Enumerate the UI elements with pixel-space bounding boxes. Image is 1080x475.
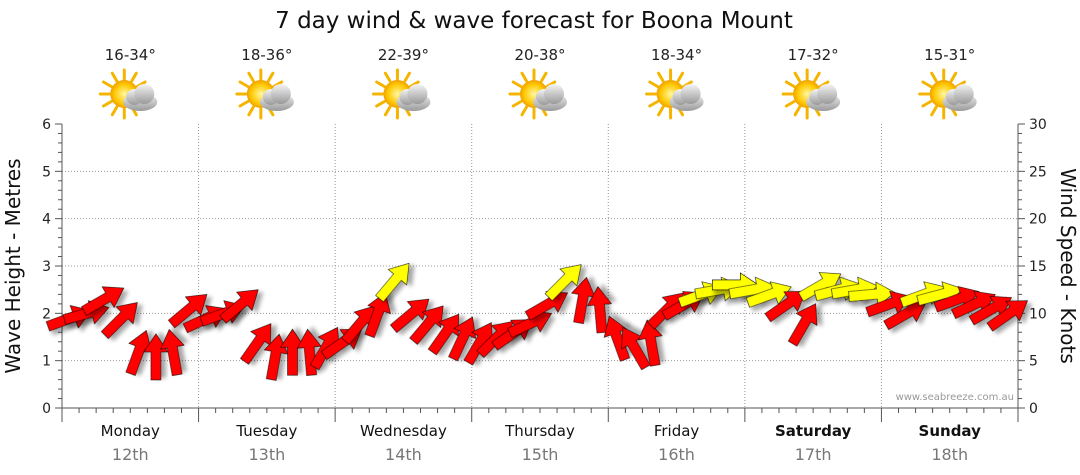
grid-lines <box>62 124 1018 408</box>
left-tick-label: 4 <box>42 212 51 228</box>
chart-title: 7 day wind & wave forecast for Boona Mou… <box>275 8 793 34</box>
day-date-label: 16th <box>658 445 695 464</box>
day-date-label: 13th <box>248 445 285 464</box>
wind-arrow <box>570 276 596 324</box>
wind-arrow <box>159 329 185 377</box>
right-axis-title: Wind Speed - Knots <box>1056 168 1080 364</box>
left-tick-label: 0 <box>42 401 51 417</box>
wind-arrow <box>745 281 792 308</box>
right-tick-label: 30 <box>1029 117 1047 133</box>
left-tick-label: 2 <box>42 306 51 322</box>
temperature-row: 16-34° 18-36° 22-39° 20-38° 18-34° 17-32° 15-3… <box>105 46 976 64</box>
wind-arrow <box>100 302 138 340</box>
day-name-label: Friday <box>654 422 700 440</box>
temperature-label: 18-34° <box>651 46 702 64</box>
wind-arrow <box>279 328 306 376</box>
wind-arrow <box>240 323 272 365</box>
day-labels: Monday 12th Tuesday 13th Wednesday 14th Thursd… <box>101 422 981 464</box>
axes <box>55 123 1025 422</box>
weather-icon-row <box>98 68 977 120</box>
temperature-label: 22-39° <box>378 46 429 64</box>
wind-arrow <box>448 316 477 362</box>
day-date-label: 17th <box>795 445 832 464</box>
wind-arrow <box>798 272 842 302</box>
wind-arrow <box>389 298 430 333</box>
wind-arrow <box>81 286 125 316</box>
temperature-label: 18-36° <box>241 46 292 64</box>
partly-cloudy-sun-icon <box>371 68 431 120</box>
day-name-label: Tuesday <box>235 422 297 440</box>
day-name-label: Sunday <box>919 422 982 440</box>
wind-arrow <box>409 305 444 345</box>
left-tick-label: 3 <box>42 259 51 275</box>
day-name-label: Wednesday <box>360 422 447 440</box>
day-date-label: 18th <box>931 445 968 464</box>
day-date-label: 14th <box>385 445 422 464</box>
left-tick-label: 6 <box>42 117 51 133</box>
credit-text: www.seabreeze.com.au <box>896 392 1014 403</box>
wind-arrow-series <box>45 262 1028 381</box>
temperature-label: 20-38° <box>514 46 565 64</box>
wind-arrow <box>427 313 460 356</box>
right-tick-label: 25 <box>1029 164 1047 180</box>
left-axis-title: Wave Height - Metres <box>1 158 25 373</box>
wind-arrow <box>968 295 1012 326</box>
left-axis-ticks: 0 1 2 3 4 5 6 <box>42 117 51 417</box>
wind-arrow <box>986 300 1028 332</box>
right-axis-ticks: 0 5 10 15 20 25 30 <box>1029 117 1047 417</box>
day-name-label: Monday <box>101 422 160 440</box>
right-tick-label: 5 <box>1029 354 1038 370</box>
day-name-label: Saturday <box>775 422 852 440</box>
partly-cloudy-sun-icon <box>508 68 567 120</box>
partly-cloudy-sun-icon <box>918 68 977 120</box>
left-tick-label: 5 <box>42 164 51 180</box>
wind-arrow <box>544 264 582 302</box>
wind-arrow <box>364 292 391 338</box>
partly-cloudy-sun-icon <box>781 68 841 120</box>
wind-arrow <box>219 289 259 324</box>
partly-cloudy-sun-icon <box>235 68 294 120</box>
right-tick-label: 0 <box>1029 401 1038 417</box>
wind-arrow <box>125 330 152 376</box>
wind-arrow <box>375 262 410 303</box>
left-tick-label: 1 <box>42 354 51 370</box>
partly-cloudy-sun-icon <box>98 68 158 120</box>
wind-arrow <box>463 322 494 366</box>
right-tick-label: 15 <box>1029 259 1047 275</box>
temperature-label: 15-31° <box>924 46 975 64</box>
day-date-label: 15th <box>522 445 559 464</box>
wind-arrow <box>787 303 818 347</box>
right-tick-label: 10 <box>1029 306 1047 322</box>
temperature-label: 17-32° <box>788 46 839 64</box>
temperature-label: 16-34° <box>105 46 156 64</box>
day-date-label: 12th <box>112 445 149 464</box>
wind-arrow <box>848 281 896 307</box>
partly-cloudy-sun-icon <box>645 68 704 120</box>
wind-arrow <box>167 294 208 329</box>
right-tick-label: 20 <box>1029 212 1047 228</box>
day-name-label: Thursday <box>504 422 575 440</box>
wind-arrow <box>621 326 651 371</box>
wind-arrow <box>764 290 806 323</box>
